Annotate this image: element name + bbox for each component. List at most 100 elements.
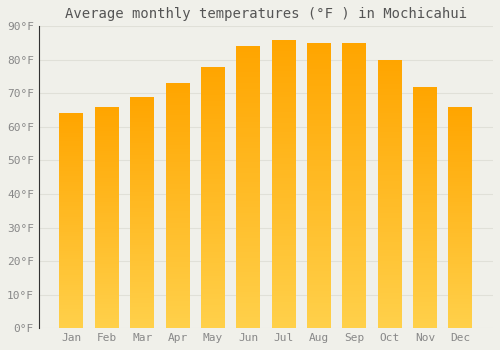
Bar [448,197,472,200]
Bar [201,281,225,284]
Bar [272,184,295,187]
Bar [272,71,295,74]
Bar [413,171,437,174]
Bar [236,91,260,94]
Bar [272,276,295,279]
Bar [60,212,84,215]
Bar [130,259,154,261]
Bar [236,207,260,210]
Bar [272,227,295,230]
Bar [413,96,437,99]
Bar [272,245,295,247]
Bar [342,291,366,294]
Bar [236,303,260,306]
Bar [272,279,295,282]
Bar [272,46,295,48]
Bar [413,253,437,256]
Bar [60,279,84,281]
Bar [342,311,366,314]
Bar [413,307,437,309]
Bar [95,193,119,195]
Bar [307,240,331,243]
Bar [413,203,437,205]
Bar [307,100,331,103]
Bar [130,106,154,108]
Bar [60,270,84,272]
Bar [413,99,437,101]
Bar [413,241,437,244]
Bar [272,291,295,294]
Bar [378,127,402,130]
Bar [166,105,190,108]
Bar [201,323,225,326]
Bar [201,208,225,210]
Bar [95,109,119,111]
Bar [95,151,119,153]
Bar [95,313,119,315]
Bar [448,189,472,191]
Bar [272,60,295,63]
Bar [413,198,437,200]
Bar [95,173,119,175]
Bar [166,167,190,169]
Bar [95,319,119,322]
Bar [130,222,154,224]
Bar [166,164,190,167]
Bar [166,223,190,225]
Bar [166,135,190,137]
Bar [448,109,472,111]
Bar [342,245,366,248]
Bar [272,247,295,250]
Bar [95,187,119,189]
Bar [130,118,154,120]
Bar [60,176,84,178]
Bar [201,304,225,307]
Bar [60,122,84,124]
Bar [130,257,154,259]
Bar [342,63,366,66]
Bar [130,208,154,210]
Bar [342,180,366,183]
Bar [166,316,190,318]
Bar [130,143,154,145]
Bar [166,149,190,152]
Bar [236,111,260,114]
Bar [448,304,472,306]
Bar [413,101,437,104]
Bar [342,126,366,128]
Bar [413,128,437,130]
Bar [130,291,154,293]
Bar [201,182,225,184]
Bar [272,230,295,233]
Bar [413,116,437,118]
Bar [448,220,472,222]
Bar [448,229,472,231]
Bar [201,98,225,100]
Bar [60,242,84,244]
Bar [95,155,119,158]
Bar [95,215,119,217]
Bar [272,89,295,92]
Bar [236,86,260,89]
Bar [448,246,472,248]
Bar [307,277,331,280]
Bar [95,240,119,242]
Bar [307,94,331,97]
Bar [236,252,260,255]
Bar [378,84,402,87]
Bar [307,80,331,83]
Bar [307,197,331,200]
Bar [236,196,260,198]
Bar [307,217,331,220]
Bar [130,243,154,245]
Bar [60,195,84,197]
Bar [307,140,331,143]
Bar [448,275,472,277]
Bar [166,279,190,282]
Bar [272,285,295,288]
Bar [166,282,190,284]
Bar [166,125,190,127]
Bar [342,57,366,60]
Bar [130,226,154,229]
Bar [60,208,84,210]
